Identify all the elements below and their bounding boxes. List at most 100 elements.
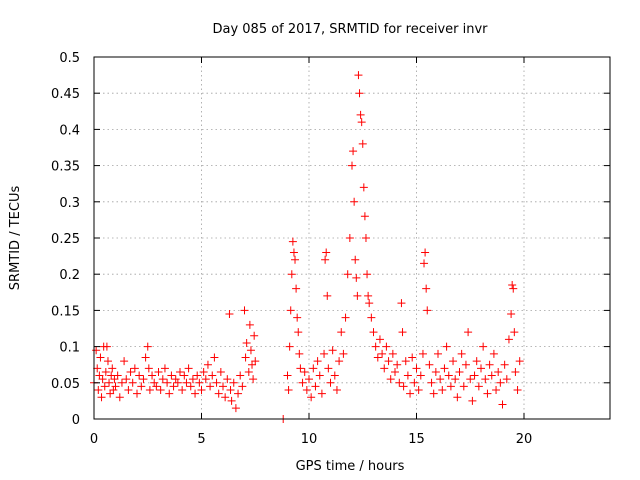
data-point-marker — [199, 367, 208, 376]
y-tick-label: 0.05 — [51, 377, 80, 392]
y-axis-label: SRMTID / TECUs — [8, 186, 23, 291]
data-point-marker — [141, 353, 150, 362]
data-point-marker — [371, 342, 380, 351]
data-point-marker — [401, 357, 410, 366]
data-point-marker — [359, 183, 368, 192]
data-point-marker — [436, 375, 445, 384]
data-point-marker — [351, 255, 360, 264]
data-point-marker — [335, 357, 344, 366]
data-point-marker — [502, 375, 511, 384]
data-point-marker — [457, 349, 466, 358]
y-tick-label: 0.35 — [51, 160, 80, 175]
data-point-marker — [152, 382, 161, 391]
data-point-marker — [291, 255, 300, 264]
data-point-marker — [386, 375, 395, 384]
data-point-marker — [113, 371, 122, 380]
data-point-marker — [242, 338, 251, 347]
y-tick-label: 0.1 — [59, 341, 80, 356]
data-point-marker — [461, 360, 470, 369]
data-point-marker — [453, 393, 462, 402]
data-point-marker — [206, 382, 215, 391]
data-point-marker — [509, 284, 518, 293]
data-point-marker — [326, 378, 335, 387]
data-point-marker — [350, 197, 359, 206]
data-point-marker — [496, 378, 505, 387]
data-point-marker — [363, 270, 372, 279]
data-point-marker — [167, 371, 176, 380]
data-point-marker — [429, 389, 438, 398]
data-point-marker — [459, 382, 468, 391]
data-point-marker — [357, 118, 366, 127]
data-point-marker — [231, 404, 240, 413]
data-point-marker — [353, 291, 362, 300]
data-point-marker — [307, 393, 316, 402]
data-point-marker — [513, 386, 522, 395]
data-point-marker — [203, 360, 212, 369]
data-point-marker — [388, 349, 397, 358]
data-point-marker — [391, 367, 399, 376]
data-point-marker — [508, 281, 517, 290]
data-point-marker — [293, 313, 302, 322]
data-point-marker — [358, 139, 367, 148]
data-point-marker — [296, 364, 305, 373]
data-point-marker — [120, 357, 129, 366]
data-point-marker — [97, 393, 106, 402]
data-point-marker — [180, 371, 189, 380]
data-point-marker — [464, 328, 473, 337]
data-point-marker — [446, 382, 455, 391]
data-point-marker — [225, 310, 234, 319]
data-point-marker — [93, 364, 102, 373]
data-point-marker — [234, 389, 243, 398]
data-point-marker — [367, 313, 376, 322]
data-point-marker — [504, 335, 513, 344]
data-point-marker — [191, 389, 200, 398]
data-point-marker — [313, 357, 322, 366]
data-point-marker — [109, 386, 118, 395]
data-point-marker — [135, 371, 144, 380]
data-point-marker — [244, 367, 253, 376]
data-point-marker — [466, 375, 475, 384]
data-point-marker — [500, 360, 509, 369]
data-point-marker — [410, 378, 419, 387]
data-point-marker — [154, 367, 163, 376]
data-point-marker — [115, 393, 124, 402]
data-point-marker — [163, 378, 172, 387]
data-point-marker — [95, 371, 104, 380]
data-point-marker — [320, 349, 329, 358]
x-tick-label: 15 — [408, 432, 425, 447]
data-point-marker — [186, 382, 195, 391]
data-point-marker — [165, 389, 174, 398]
data-point-marker — [117, 378, 126, 387]
data-point-marker — [416, 371, 425, 380]
data-point-marker — [128, 378, 137, 387]
data-point-marker — [498, 400, 507, 409]
data-point-marker — [422, 284, 431, 293]
data-point-marker — [511, 367, 520, 376]
data-point-marker — [373, 353, 382, 362]
data-point-marker — [492, 386, 501, 395]
data-point-marker — [223, 375, 232, 384]
data-point-marker — [341, 313, 350, 322]
data-point-marker — [178, 386, 187, 395]
data-point-marker — [221, 393, 230, 402]
data-point-marker — [474, 382, 483, 391]
data-point-marker — [343, 270, 352, 279]
data-point-marker — [173, 378, 182, 387]
data-point-marker — [356, 110, 365, 119]
data-point-marker — [398, 328, 407, 337]
data-point-marker — [184, 364, 193, 373]
y-tick-label: 0.25 — [51, 232, 80, 247]
data-point-marker — [483, 389, 492, 398]
data-point-marker — [481, 375, 490, 384]
data-point-marker — [285, 342, 294, 351]
data-point-marker — [139, 375, 148, 384]
y-tick-label: 0.2 — [59, 268, 80, 283]
data-point-marker — [241, 353, 250, 362]
data-point-marker — [324, 364, 333, 373]
data-point-marker — [468, 396, 477, 405]
data-point-marker — [384, 357, 393, 366]
data-point-marker — [245, 320, 254, 329]
data-point-marker — [106, 389, 115, 398]
data-point-marker — [111, 382, 120, 391]
data-point-marker — [332, 386, 341, 395]
